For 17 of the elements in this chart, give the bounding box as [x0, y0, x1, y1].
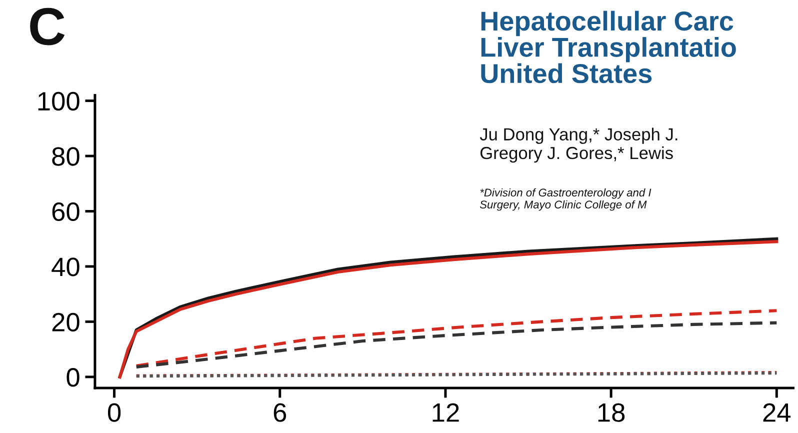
x-tick-label: 0: [108, 403, 121, 422]
y-tick-label: 100: [38, 92, 80, 111]
line-series: [134, 321, 778, 369]
y-tick-label: 0: [66, 368, 80, 387]
x-tick-label: 6: [274, 403, 286, 422]
y-tick-label: 40: [52, 258, 80, 276]
line-series: [134, 309, 778, 368]
text: C: [30, 8, 65, 46]
text: Hepatocellular Carc Liver Transplantatio United States: [481, 10, 736, 84]
x-tick-label: 24: [763, 403, 791, 422]
x-tick-label: 18: [598, 403, 625, 422]
annotation: *Division of Gastroenterology and I Surgery, Mayo Clinic College of M: [480, 188, 652, 211]
y-tick-label: 60: [52, 202, 80, 222]
annotation: Ju Dong Yang,* Joseph J. Gregory J. Gores,* Lewis: [480, 128, 678, 163]
y-tick-label: 20: [52, 312, 80, 332]
y-tick-label: 80: [52, 147, 80, 166]
x-tick-label: 12: [432, 403, 459, 422]
